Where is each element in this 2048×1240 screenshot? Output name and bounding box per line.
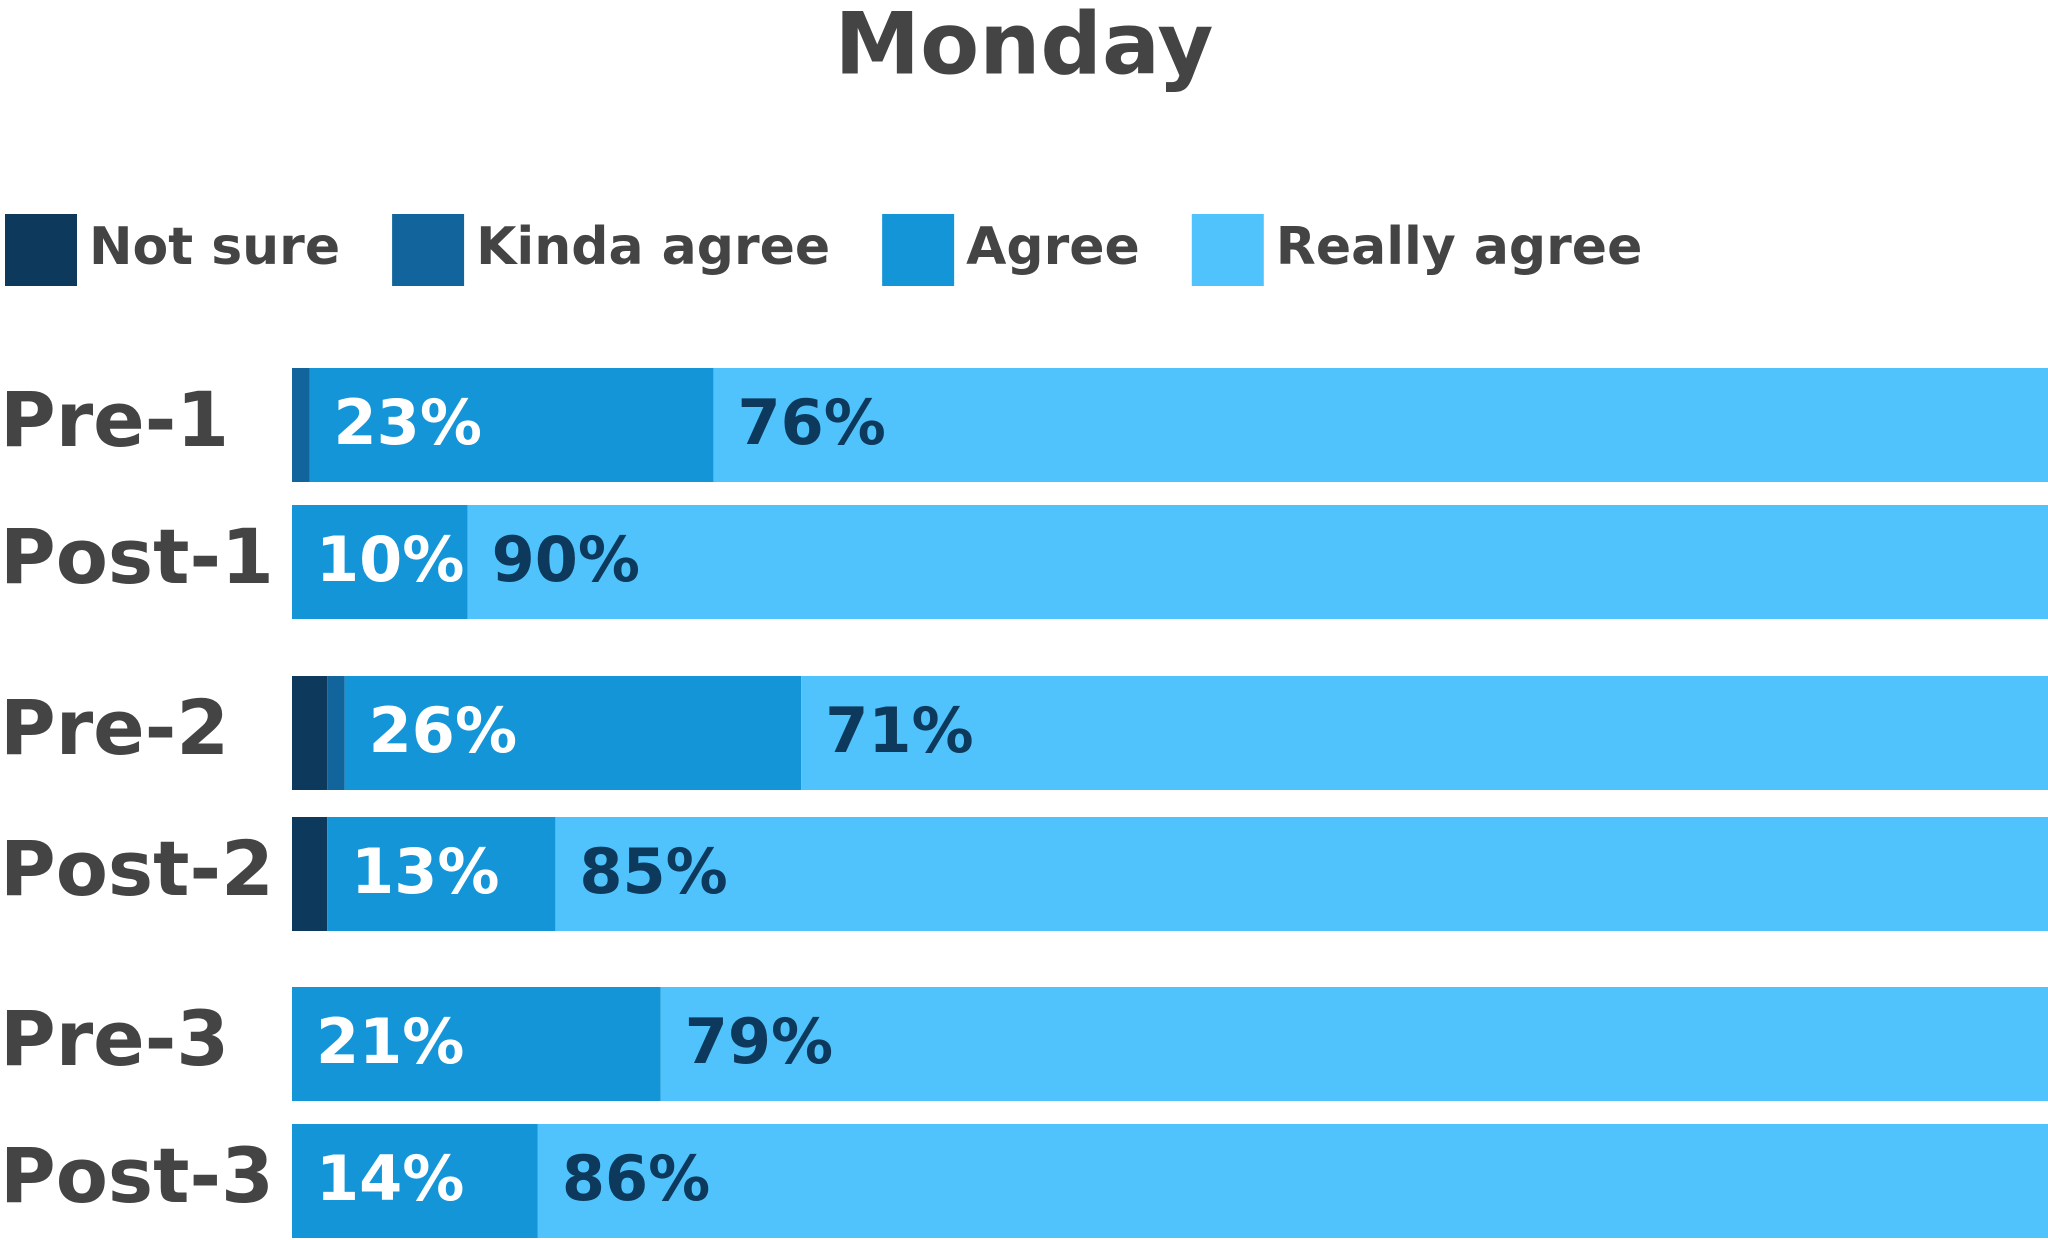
bar-segment [292, 1124, 538, 1238]
data-label: 90% [492, 523, 640, 596]
bar-segment [555, 817, 2048, 931]
bar-segment [660, 987, 2048, 1101]
legend-swatch [1191, 214, 1264, 286]
bar-segment [292, 676, 328, 790]
data-label: 71% [825, 694, 973, 767]
y-tick-label: Pre-1 [0, 375, 229, 464]
data-label: 26% [369, 694, 517, 767]
data-label: 13% [351, 835, 499, 908]
bar-segment [801, 676, 2048, 790]
data-label: 10% [316, 523, 464, 596]
data-label: 79% [685, 1005, 833, 1078]
y-tick-label: Post-3 [0, 1131, 274, 1220]
legend-swatch [882, 214, 955, 286]
data-label: 14% [316, 1142, 464, 1215]
data-label: 86% [562, 1142, 710, 1215]
y-tick-label: Pre-3 [0, 994, 229, 1083]
y-tick-label: Pre-2 [0, 683, 229, 772]
bar-segment [292, 505, 468, 619]
bar-segment [292, 987, 661, 1101]
bar-segment [292, 368, 310, 482]
bar-segment [467, 505, 2048, 619]
legend-swatch [392, 214, 465, 286]
bar-segment [309, 368, 714, 482]
y-tick-label: Post-2 [0, 824, 274, 913]
legend-swatch [5, 214, 77, 286]
data-label: 76% [737, 386, 885, 459]
legend-label: Really agree [1276, 217, 1643, 277]
bar-segment [537, 1124, 2048, 1238]
legend-label: Agree [966, 217, 1140, 277]
data-label: 21% [316, 1005, 464, 1078]
data-label: 23% [334, 386, 482, 459]
legend-label: Not sure [89, 217, 340, 277]
legend-label: Kinda agree [476, 217, 830, 277]
bar-segment [327, 817, 556, 931]
y-tick-label: Post-1 [0, 512, 274, 601]
bar-segment [344, 676, 802, 790]
bar-segment [327, 676, 345, 790]
chart-title: Monday [835, 0, 1214, 94]
data-label: 85% [579, 835, 727, 908]
bar-segment [713, 368, 2048, 482]
bar-segment [292, 817, 328, 931]
